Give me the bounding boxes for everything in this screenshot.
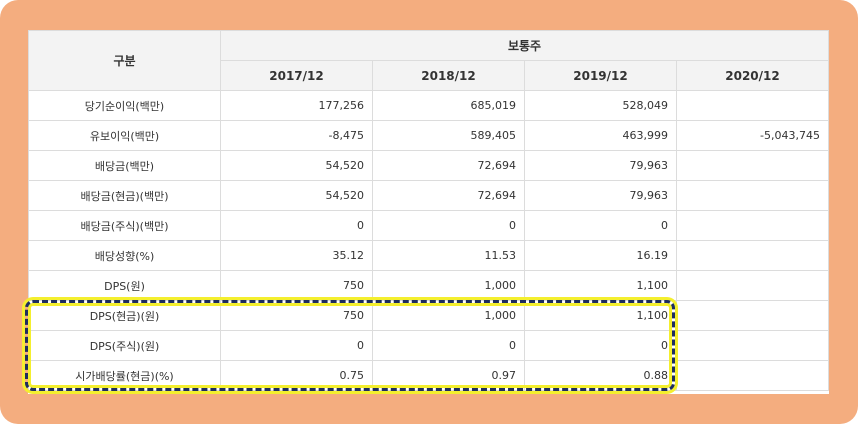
- table-cell: [676, 210, 829, 241]
- table-cell: [676, 360, 829, 391]
- table-cell: 1,000: [372, 270, 525, 301]
- year-header: 2019/12: [524, 60, 677, 91]
- table-cell: [676, 240, 829, 271]
- table-cell: 750: [220, 300, 373, 331]
- common-stock-header: 보통주: [220, 30, 829, 61]
- table-cell: [676, 330, 829, 361]
- dividend-table-panel: 구분 보통주 2017/12 2018/12 2019/12 2020/12 당…: [28, 30, 829, 394]
- table-cell: 0: [524, 330, 677, 361]
- table-cell: 0.97: [372, 360, 525, 391]
- table-row: 배당금(주식)(백만) 0 0 0: [28, 210, 829, 241]
- row-label: 당기순이익(백만): [28, 90, 221, 121]
- table-cell: 16.19: [524, 240, 677, 271]
- table-cell: 528,049: [524, 90, 677, 121]
- row-label: 배당금(현금)(백만): [28, 180, 221, 211]
- table-row: DPS(주식)(원) 0 0 0: [28, 330, 829, 361]
- table-row: 당기순이익(백만) 177,256 685,019 528,049: [28, 90, 829, 121]
- table-cell: 0: [372, 210, 525, 241]
- table-cell: 177,256: [220, 90, 373, 121]
- table-cell: 0: [220, 330, 373, 361]
- table-cell: [676, 150, 829, 181]
- table-cell: 11.53: [372, 240, 525, 271]
- table-row: DPS(현금)(원) 750 1,000 1,100: [28, 300, 829, 331]
- table-cell: 1,100: [524, 270, 677, 301]
- table-row: DPS(원) 750 1,000 1,100: [28, 270, 829, 301]
- table-cell: 0: [524, 210, 677, 241]
- table-cell: -5,043,745: [676, 120, 829, 151]
- row-label: 시가배당률(현금)(%): [28, 360, 221, 391]
- table-cell: -8,475: [220, 120, 373, 151]
- table-cell: 1,000: [372, 300, 525, 331]
- table-cell: 72,694: [372, 150, 525, 181]
- table-cell: [676, 90, 829, 121]
- table-cell: 685,019: [372, 90, 525, 121]
- dividend-table: 구분 보통주 2017/12 2018/12 2019/12 2020/12 당…: [28, 30, 829, 391]
- table-cell: 79,963: [524, 180, 677, 211]
- table-cell: 1,100: [524, 300, 677, 331]
- row-label: DPS(현금)(원): [28, 300, 221, 331]
- table-row: 배당금(백만) 54,520 72,694 79,963: [28, 150, 829, 181]
- table-cell: 79,963: [524, 150, 677, 181]
- table-cell: 0: [220, 210, 373, 241]
- table-cell: 72,694: [372, 180, 525, 211]
- row-label: 배당성향(%): [28, 240, 221, 271]
- category-header: 구분: [28, 30, 221, 91]
- row-label: DPS(원): [28, 270, 221, 301]
- table-cell: 54,520: [220, 180, 373, 211]
- table-row: 배당금(현금)(백만) 54,520 72,694 79,963: [28, 180, 829, 211]
- table-cell: 750: [220, 270, 373, 301]
- table-cell: 589,405: [372, 120, 525, 151]
- row-label: DPS(주식)(원): [28, 330, 221, 361]
- year-header: 2017/12: [220, 60, 373, 91]
- row-label: 배당금(백만): [28, 150, 221, 181]
- row-label: 배당금(주식)(백만): [28, 210, 221, 241]
- table-cell: 0.75: [220, 360, 373, 391]
- table-row: 배당성향(%) 35.12 11.53 16.19: [28, 240, 829, 271]
- table-cell: [676, 300, 829, 331]
- year-header: 2020/12: [676, 60, 829, 91]
- table-cell: 54,520: [220, 150, 373, 181]
- table-cell: 35.12: [220, 240, 373, 271]
- table-row: 유보이익(백만) -8,475 589,405 463,999 -5,043,7…: [28, 120, 829, 151]
- table-row: 시가배당률(현금)(%) 0.75 0.97 0.88: [28, 360, 829, 391]
- year-header: 2018/12: [372, 60, 525, 91]
- table-cell: 463,999: [524, 120, 677, 151]
- table-cell: 0.88: [524, 360, 677, 391]
- table-cell: 0: [372, 330, 525, 361]
- table-cell: [676, 270, 829, 301]
- table-cell: [676, 180, 829, 211]
- row-label: 유보이익(백만): [28, 120, 221, 151]
